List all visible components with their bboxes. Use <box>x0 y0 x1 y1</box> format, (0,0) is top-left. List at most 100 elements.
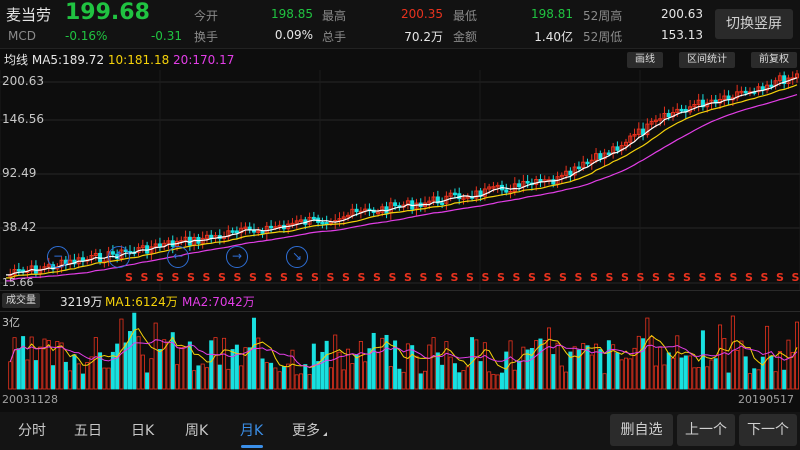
signal-marker: S <box>745 271 753 284</box>
volume-bar <box>769 355 774 390</box>
volume-bar <box>636 335 641 390</box>
volume-bar <box>423 370 428 390</box>
candle <box>230 230 235 233</box>
volume-bar <box>119 318 124 390</box>
candle <box>649 120 654 125</box>
volume-bar <box>465 366 470 390</box>
candle <box>696 99 701 105</box>
signal-marker: S <box>342 271 350 284</box>
volume-bar <box>525 349 530 390</box>
candle <box>440 202 445 205</box>
adjust-button[interactable]: 前复权 <box>751 52 797 68</box>
signal-marker: S <box>559 271 567 284</box>
arrow-right-circle-icon[interactable]: → <box>226 246 248 268</box>
volume-bar <box>260 358 265 390</box>
candle <box>461 197 466 200</box>
signal-marker: S <box>172 271 180 284</box>
volume-bar <box>170 332 175 390</box>
volume-bar <box>89 356 94 390</box>
volume-bar <box>431 337 436 390</box>
price-axis-top: 200.63 <box>2 74 44 88</box>
tab-five-day[interactable]: 五日 <box>74 423 102 439</box>
range-stats-button[interactable]: 区间统计 <box>679 52 735 68</box>
signal-marker: S <box>249 271 257 284</box>
minus-circle-icon[interactable]: − <box>47 246 69 268</box>
volume-bar <box>110 351 115 390</box>
candle <box>350 208 355 216</box>
arrow-left-circle-icon[interactable]: ← <box>167 246 189 268</box>
tab-more[interactable]: 更多 <box>292 423 320 439</box>
signal-marker: S <box>451 271 459 284</box>
volume-bar <box>68 370 73 390</box>
turnover-value: 0.09% <box>274 28 313 42</box>
draw-line-button[interactable]: 画线 <box>627 52 663 68</box>
candle <box>675 108 680 114</box>
volume-bar <box>149 358 154 390</box>
volume-bar <box>623 357 628 390</box>
volume-bar <box>641 338 646 390</box>
candle <box>491 186 496 189</box>
candle <box>140 245 145 249</box>
candle <box>294 220 299 224</box>
signal-marker: S <box>652 271 660 284</box>
volume-bar <box>628 358 633 390</box>
volume-bar <box>435 352 440 390</box>
signal-marker: S <box>141 271 149 284</box>
ma10-line <box>6 84 798 279</box>
candle <box>735 91 740 99</box>
volume-bar <box>730 315 735 390</box>
previous-button[interactable]: 上一个 <box>677 414 735 446</box>
volume-bar <box>752 368 757 390</box>
volume-bar <box>589 354 594 390</box>
signal-marker: S <box>590 271 598 284</box>
volume-bar <box>136 336 141 390</box>
tab-monthly-k[interactable]: 月K <box>240 423 264 439</box>
volume-tag[interactable]: 成交量 <box>2 293 40 308</box>
week52-low-value: 153.13 <box>661 28 703 42</box>
volume-bar <box>234 344 239 390</box>
volume-value: 70.2万 <box>404 30 443 44</box>
volume-bar <box>123 342 128 390</box>
shrink-circle-icon[interactable]: ↘ <box>286 246 308 268</box>
ma5-value: MA5:189.72 <box>31 53 105 67</box>
candle <box>12 269 17 276</box>
volume-bar <box>209 340 214 390</box>
volume-bar <box>63 361 68 390</box>
volume-bar <box>166 341 171 390</box>
candle <box>517 183 522 188</box>
volume-label: 总手 <box>322 30 347 44</box>
candle <box>628 135 633 143</box>
stock-name: 麦当劳 <box>6 6 52 24</box>
remove-favorite-button[interactable]: 删自选 <box>610 414 673 446</box>
arrow-up-circle-icon[interactable]: ↑ <box>108 246 130 268</box>
switch-portrait-button[interactable]: 切换竖屏 <box>715 9 793 39</box>
volume-bar <box>294 374 299 390</box>
candle <box>29 265 34 272</box>
tab-intraday[interactable]: 分时 <box>18 423 46 439</box>
volume-bar <box>709 359 714 390</box>
candle <box>559 174 564 178</box>
next-button[interactable]: 下一个 <box>739 414 797 446</box>
candle <box>21 269 26 273</box>
volume-ma1-line <box>9 328 798 370</box>
candle <box>743 90 748 94</box>
volume-bar <box>645 317 650 390</box>
candle <box>375 211 380 215</box>
candle <box>243 226 248 230</box>
volume-bar <box>619 359 624 390</box>
signal-marker: S <box>125 271 133 284</box>
date-end: 20190517 <box>738 393 794 406</box>
volume-bar <box>153 322 158 390</box>
candle <box>564 170 569 176</box>
volume-bar <box>696 366 701 390</box>
volume-bar <box>247 347 252 390</box>
volume-bar <box>692 367 697 390</box>
volume-bar <box>487 371 492 390</box>
tab-weekly-k[interactable]: 周K <box>185 423 209 439</box>
volume-bar <box>517 360 522 390</box>
tab-daily-k[interactable]: 日K <box>131 423 155 439</box>
signal-marker: S <box>528 271 536 284</box>
volume-bar <box>145 372 150 390</box>
candle <box>277 224 282 228</box>
